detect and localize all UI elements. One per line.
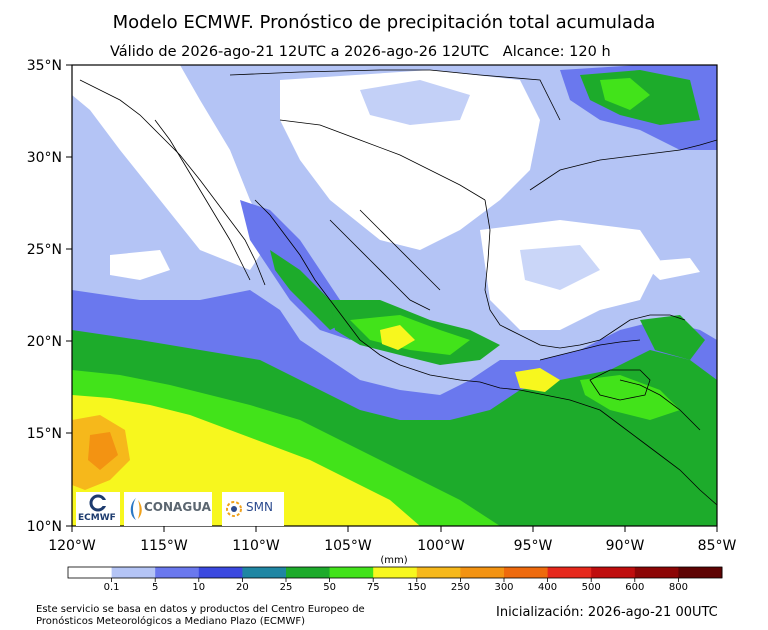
lon-label: 90°W (606, 538, 645, 554)
conagua-logo: CONAGUA (124, 492, 212, 526)
colorbar-swatch (329, 567, 374, 578)
colorbar-swatch (111, 567, 156, 578)
axis-ticks (66, 64, 718, 532)
colorbar-ticks: 0.1 5 10 20 25 50 75 150 250 300 400 500 600 800 (104, 578, 688, 593)
smn-logo-text: SMN (246, 500, 273, 514)
colorbar-tick-label: 25 (280, 582, 293, 593)
map-title: Modelo ECMWF. Pronóstico de precipitació… (112, 12, 656, 33)
colorbar-swatch (416, 567, 461, 578)
lon-labels: 120°W 115°W 110°W 105°W 100°W 95°W 90°W … (48, 538, 736, 554)
lat-labels: 35°N 30°N 25°N 20°N 15°N 10°N (27, 58, 62, 535)
lat-label: 25°N (27, 242, 62, 258)
lat-label: 10°N (27, 519, 62, 535)
colorbar-swatch (547, 567, 592, 578)
colorbar-swatch (242, 567, 287, 578)
lon-label: 110°W (232, 538, 280, 554)
precipitation-field (72, 65, 717, 526)
colorbar-tick-label: 600 (625, 582, 644, 593)
lon-label: 115°W (140, 538, 188, 554)
lon-label: 105°W (324, 538, 372, 554)
lon-label: 95°W (514, 538, 553, 554)
logo-strip: ECMWF CONAGUA SMN (76, 492, 286, 526)
colorbar-tick-label: 800 (669, 582, 688, 593)
ecmwf-emblem-icon (89, 494, 107, 512)
map-subtitle: Válido de 2026-ago-21 12UTC a 2026-ago-2… (110, 44, 611, 60)
map-frame (71, 64, 718, 527)
colorbar-swatch (68, 567, 113, 578)
colorbar-swatch (198, 567, 243, 578)
colorbar-unit-label: (mm) (380, 555, 407, 566)
lat-label: 15°N (27, 426, 62, 442)
credit-text: Este servicio se basa en datos y product… (36, 604, 365, 627)
lat-label: 20°N (27, 334, 62, 350)
colorbar-tick-label: 400 (538, 582, 557, 593)
colorbar-swatch (678, 567, 723, 578)
coastlines (79, 69, 717, 506)
colorbar-tick-label: 150 (407, 582, 426, 593)
colorbar-tick-label: 500 (582, 582, 601, 593)
colorbar (67, 566, 723, 579)
lon-label: 85°W (698, 538, 737, 554)
lat-label: 30°N (27, 150, 62, 166)
ecmwf-logo-text: ECMWF (78, 513, 116, 523)
colorbar-swatch (373, 567, 418, 578)
lon-label: 120°W (48, 538, 96, 554)
colorbar-tick-label: 50 (323, 582, 336, 593)
initialization-text: Inicialización: 2026-ago-21 00UTC (496, 605, 718, 620)
conagua-logo-text: CONAGUA (144, 500, 211, 514)
lat-label: 35°N (27, 58, 62, 74)
colorbar-swatch (155, 567, 200, 578)
colorbar-tick-label: 300 (494, 582, 513, 593)
colorbar-swatch (634, 567, 679, 578)
smn-emblem-icon (226, 501, 242, 517)
colorbar-tick-label: 20 (236, 582, 249, 593)
conagua-emblem-icon (130, 498, 142, 520)
colorbar-tick-label: 5 (152, 582, 158, 593)
smn-logo: SMN (222, 492, 284, 526)
lon-label: 100°W (417, 538, 465, 554)
colorbar-tick-label: 10 (192, 582, 205, 593)
colorbar-tick-label: 75 (367, 582, 380, 593)
colorbar-swatch (591, 567, 636, 578)
colorbar-swatch (504, 567, 549, 578)
ecmwf-logo: ECMWF (76, 492, 120, 526)
colorbar-frame (67, 566, 723, 579)
colorbar-swatch (460, 567, 505, 578)
colorbar-tick-label: 0.1 (104, 582, 120, 593)
colorbar-swatch (286, 567, 331, 578)
colorbar-tick-label: 250 (451, 582, 470, 593)
